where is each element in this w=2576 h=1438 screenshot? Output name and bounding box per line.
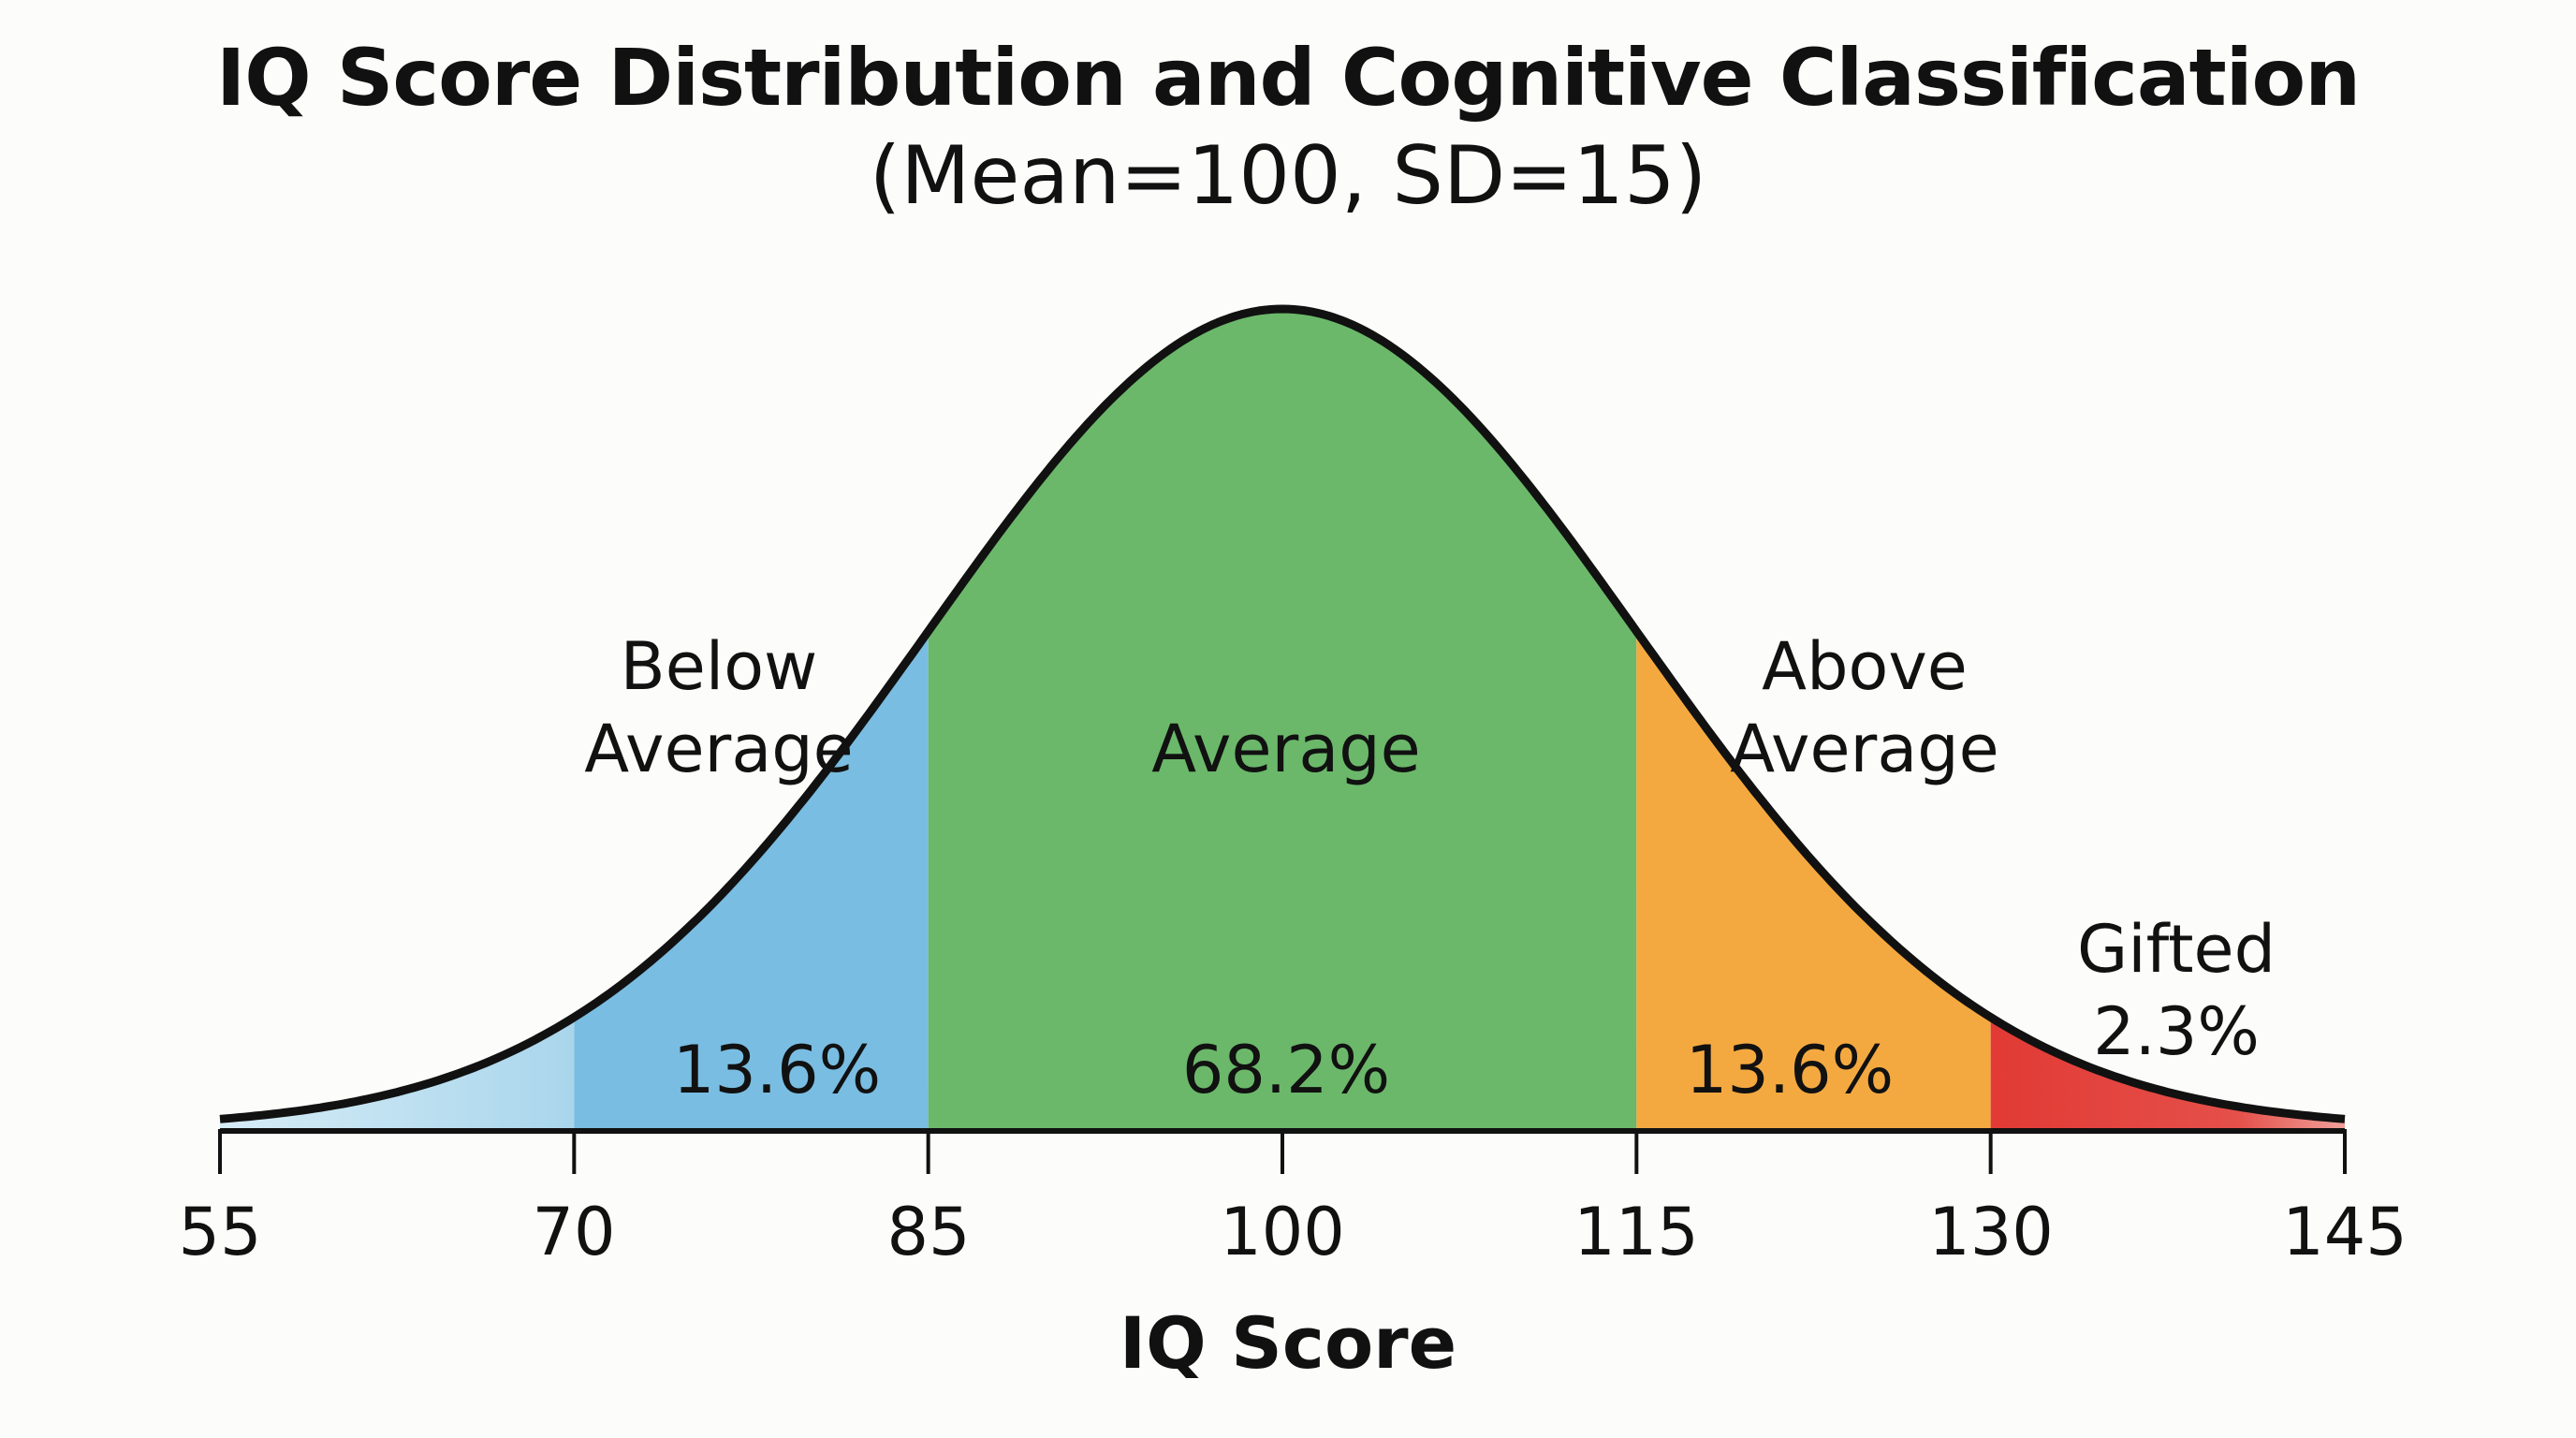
- percent-gifted: 2.3%: [2093, 993, 2260, 1070]
- tick-label-100: 100: [1220, 1194, 1345, 1270]
- tick-label-115: 115: [1573, 1194, 1699, 1270]
- tick-label-85: 85: [886, 1194, 971, 1270]
- tick-label-145: 145: [2282, 1194, 2408, 1270]
- tick-label-55: 55: [178, 1194, 262, 1270]
- label-gifted: Gifted 2.3%: [2077, 908, 2276, 1073]
- region-below-average-tail: [220, 1017, 575, 1128]
- tick-label-70: 70: [532, 1194, 616, 1270]
- percent-above-average: 13.6%: [1685, 1032, 1895, 1108]
- region-average: [928, 309, 1637, 1128]
- label-above-average: Above Average: [1730, 628, 1999, 787]
- chart-subtitle: (Mean=100, SD=15): [869, 129, 1707, 223]
- region-gifted: [1990, 1017, 2345, 1128]
- label-average: Average: [1151, 711, 1421, 787]
- bell-curve-line: [219, 304, 2346, 1123]
- label-below-average: Below Average: [584, 628, 854, 787]
- percent-below-average: 13.6%: [672, 1032, 882, 1108]
- tick-label-130: 130: [1928, 1194, 2054, 1270]
- x-axis-ticks: [218, 1129, 2347, 1174]
- x-axis-label: IQ Score: [1119, 1301, 1457, 1385]
- percent-average: 68.2%: [1181, 1032, 1391, 1108]
- chart-title: IQ Score Distribution and Cognitive Clas…: [215, 32, 2361, 124]
